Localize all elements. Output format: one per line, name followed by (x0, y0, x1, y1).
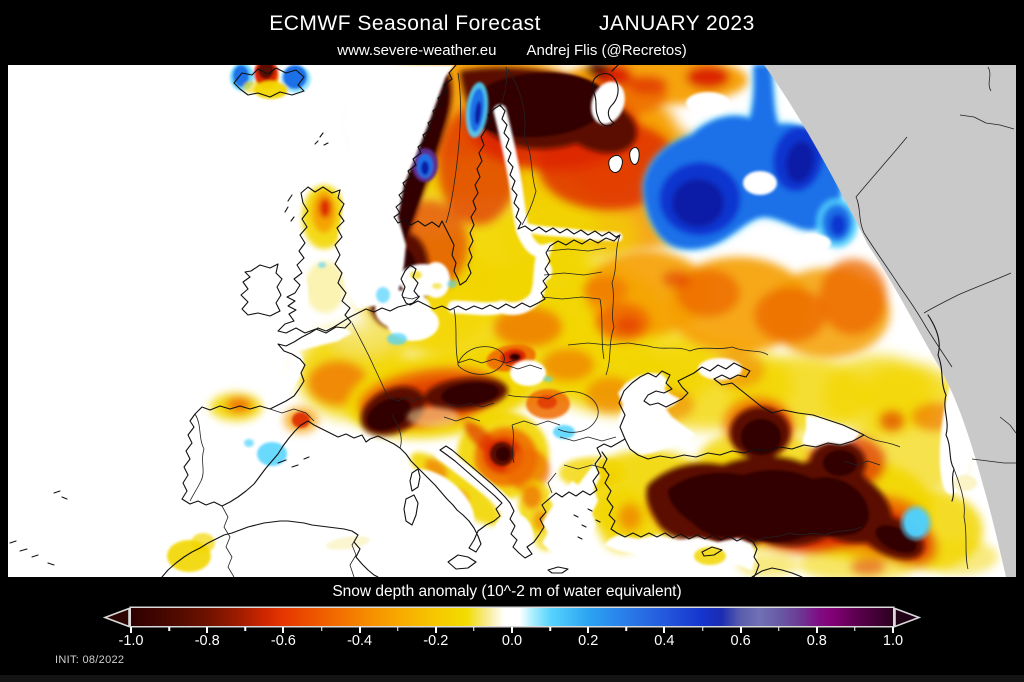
colorbar-tick-label: 0.8 (806, 633, 827, 649)
colorbar-major-tick (587, 627, 590, 633)
colorbar-tick-label: -0.2 (423, 633, 449, 649)
colorbar-minor-tick (701, 627, 704, 631)
no-data-region (764, 65, 1016, 577)
europe-anomaly-map (8, 65, 1016, 577)
colorbar-tick-label: 1.0 (882, 633, 904, 649)
colorbar-title: Snow depth anomaly (10^-2 m of water equ… (332, 583, 682, 600)
colorbar-tick-label: -1.0 (118, 633, 144, 649)
title-forecast: ECMWF Seasonal Forecast (269, 12, 541, 35)
page-title: ECMWF Seasonal Forecast JANUARY 2023 (0, 12, 1024, 36)
colorbar-tick-label: 0.0 (501, 633, 523, 649)
colorbar-major-tick (434, 627, 437, 633)
colorbar-minor-tick (168, 627, 170, 631)
colorbar-minor-tick (854, 627, 856, 631)
bottom-strip (0, 675, 1024, 682)
colorbar-major-tick (511, 627, 513, 633)
colorbar-left-arrow-icon (103, 606, 130, 628)
colorbar-minor-tick (549, 627, 551, 631)
colorbar-major-tick (282, 627, 285, 633)
colorbar-tick-label: 0.4 (654, 633, 675, 649)
colorbar-major-tick (892, 627, 894, 633)
colorbar-tick-label: -0.8 (194, 633, 220, 649)
colorbar-major-tick (663, 627, 666, 633)
subtitle-website: www.severe-weather.eu (337, 42, 497, 59)
colorbar-right-arrow-icon (894, 606, 921, 628)
colorbar-ticks (130, 627, 894, 634)
colorbar-minor-tick (320, 627, 323, 631)
colorbar-minor-tick (473, 627, 475, 631)
init-date-label: INIT: 08/2022 (55, 654, 125, 666)
lakes-layer (608, 146, 640, 173)
coastline-layer (9, 65, 955, 577)
header: ECMWF Seasonal Forecast JANUARY 2023 www… (0, 0, 1024, 65)
colorbar-tick-label: -0.4 (347, 633, 373, 649)
colorbar-major-tick (206, 627, 209, 633)
colorbar-minor-tick (777, 627, 780, 631)
colorbar-tick-label: -0.6 (270, 633, 296, 649)
colorbar-minor-tick (244, 627, 247, 631)
colorbar-tick-label: 0.6 (730, 633, 751, 649)
subtitle-author: Andrej Flis (@Recretos) (526, 42, 687, 59)
colorbar-minor-tick (396, 627, 399, 631)
sea-mask-layer (264, 65, 981, 571)
colorbar-minor-tick (625, 627, 628, 631)
colorbar-tick-labels: -1.0 -0.8 -0.6 -0.4 -0.2 0.0 0.2 0.4 0.6 0.8 1.0 (119, 633, 904, 649)
border-layer (189, 66, 1016, 577)
colorbar-major-tick (358, 627, 361, 633)
page-subtitle: www.severe-weather.eu Andrej Flis (@Recr… (0, 42, 1024, 59)
map-svg (8, 65, 1016, 577)
colorbar-major-tick (739, 627, 742, 633)
colorbar-tick-label: 0.2 (578, 633, 599, 649)
colorbar-major-tick (815, 627, 818, 633)
colorbar-major-tick (130, 627, 132, 633)
colorbar-gradient (131, 608, 893, 626)
title-month: JANUARY 2023 (598, 12, 755, 35)
